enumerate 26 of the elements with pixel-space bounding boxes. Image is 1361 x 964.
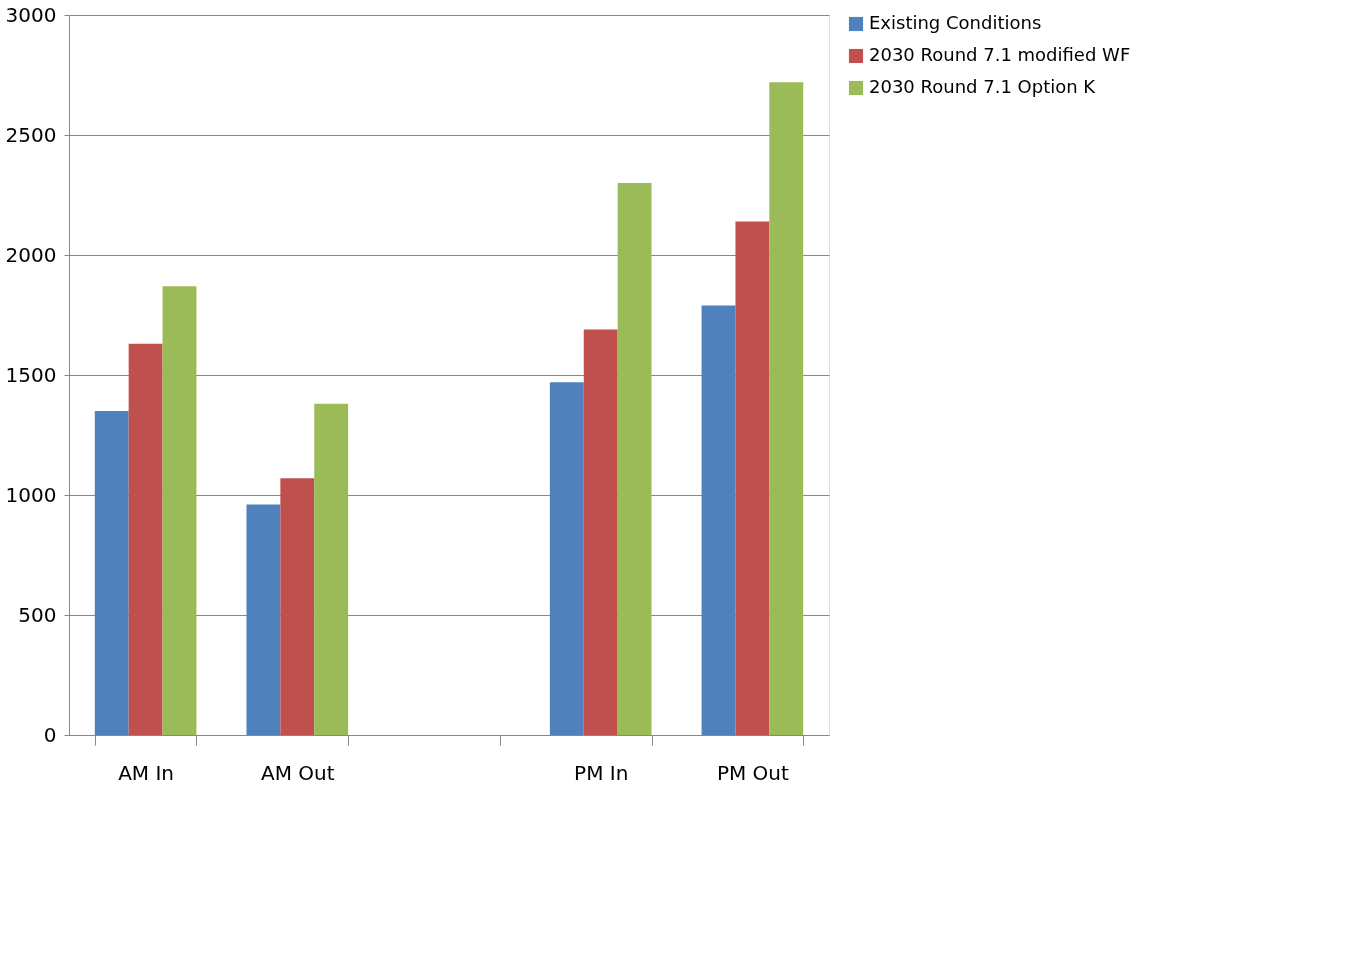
y-tick-label: 2000	[5, 242, 57, 267]
x-tick-label: AM Out	[261, 760, 335, 785]
bar	[314, 403, 349, 735]
legend-label: 2030 Round 7.1 modified WF	[869, 44, 1131, 65]
bar	[701, 305, 736, 735]
bar	[128, 343, 163, 735]
y-tick-label: 1500	[5, 362, 57, 387]
y-tick-label: 500	[18, 602, 57, 627]
y-tick-label: 0	[43, 722, 57, 747]
y-tick-label: 3000	[5, 2, 57, 27]
x-tick-label: PM In	[574, 760, 629, 785]
bar	[549, 382, 584, 735]
legend-label: 2030 Round 7.1 Option K	[869, 76, 1097, 97]
bar	[769, 82, 804, 735]
bar	[583, 329, 618, 735]
legend-label: Existing Conditions	[869, 12, 1042, 33]
bar	[735, 221, 770, 735]
bar	[162, 286, 197, 735]
y-tick-label: 2500	[5, 122, 57, 147]
y-tick-label: 1000	[5, 482, 57, 507]
bar	[280, 478, 315, 735]
bar	[94, 411, 129, 735]
bar	[617, 183, 652, 735]
bar	[246, 504, 281, 735]
x-tick-label: AM In	[118, 760, 175, 785]
x-tick-label: PM Out	[716, 760, 790, 785]
